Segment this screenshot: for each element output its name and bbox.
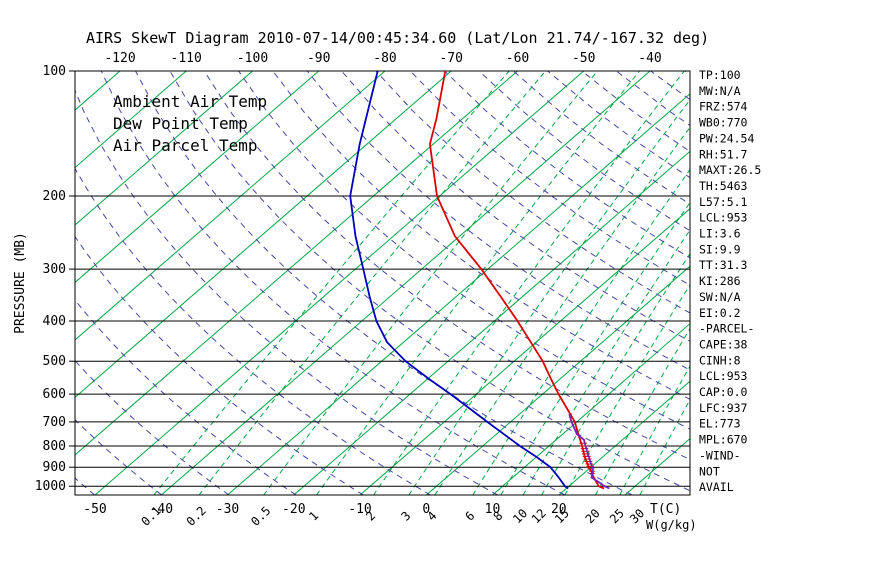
chart-title: AIRS SkewT Diagram 2010-07-14/00:45:34.6… [86, 29, 709, 47]
bottom-temp-tick-label: -30 [216, 502, 239, 517]
pressure-tick-label: 900 [43, 460, 66, 475]
pressure-tick-label: 1000 [35, 479, 66, 494]
legend-dew-point-temp: Dew Point Temp [113, 114, 248, 133]
stat-line: RH:51.7 [699, 147, 748, 161]
stat-line: LCL:953 [699, 211, 748, 225]
top-temp-tick-label: -60 [506, 51, 529, 66]
legend-ambient-air-temp: Ambient Air Temp [113, 92, 267, 111]
legend: Ambient Air Temp Dew Point Temp Air Parcel… [113, 92, 267, 155]
stat-line: TP:100 [699, 68, 741, 82]
bottom-temp-tick-label: -20 [282, 502, 305, 517]
pressure-axis-label: PRESSURE (MB) [13, 232, 28, 334]
pressure-tick-label: 400 [43, 314, 66, 329]
stat-line: PW:24.54 [699, 131, 754, 145]
stat-line: TT:31.3 [699, 258, 748, 272]
top-temp-tick-label: -40 [638, 51, 661, 66]
stat-line: WB0:770 [699, 116, 748, 130]
stat-line: CAP:0.0 [699, 385, 748, 399]
pressure-tick-label: 600 [43, 387, 66, 402]
stat-line: SI:9.9 [699, 242, 741, 256]
pressure-tick-label: 700 [43, 415, 66, 430]
top-temp-tick-label: -80 [373, 51, 396, 66]
stat-line: SW:N/A [699, 290, 741, 304]
pressure-tick-label: 300 [43, 262, 66, 277]
top-temp-tick-label: -110 [171, 51, 202, 66]
top-temp-tick-label: -120 [104, 51, 135, 66]
pressure-tick-label: 500 [43, 354, 66, 369]
top-axis-labels: -120 -110 -100 -90 -80 -70 -60 -50 -40 [104, 51, 661, 66]
top-temp-tick-label: -100 [237, 51, 268, 66]
stat-line: L57:5.1 [699, 195, 748, 209]
stat-line: -WIND- [699, 448, 741, 462]
top-temp-tick-label: -70 [439, 51, 462, 66]
stat-line: EI:0.2 [699, 306, 741, 320]
stat-line: LI:3.6 [699, 227, 741, 241]
pressure-tick-label: 200 [43, 189, 66, 204]
top-temp-tick-label: -50 [572, 51, 595, 66]
temp-axis-label: T(C) [650, 502, 681, 517]
stat-line: MAXT:26.5 [699, 163, 761, 177]
stat-line: MPL:670 [699, 433, 748, 447]
stat-line: MW:N/A [699, 84, 741, 98]
mixing-axis-label: W(g/kg) [646, 518, 697, 532]
top-temp-tick-label: -90 [307, 51, 330, 66]
legend-air-parcel-temp: Air Parcel Temp [113, 136, 258, 155]
bottom-temp-tick-label: -50 [83, 502, 106, 517]
stat-line: TH:5463 [699, 179, 748, 193]
stat-line: FRZ:574 [699, 100, 748, 114]
stat-line: -PARCEL- [699, 322, 754, 336]
stat-line: AVAIL [699, 480, 734, 494]
pressure-tick-label: 100 [43, 64, 66, 79]
stat-line: NOT [699, 464, 720, 478]
stat-line: LCL:953 [699, 369, 748, 383]
stat-line: CAPE:38 [699, 337, 748, 351]
pressure-tick-label: 800 [43, 439, 66, 454]
stat-line: LFC:937 [699, 401, 748, 415]
stat-line: EL:773 [699, 417, 741, 431]
stat-line: KI:286 [699, 274, 741, 288]
stat-line: CINH:8 [699, 353, 741, 367]
